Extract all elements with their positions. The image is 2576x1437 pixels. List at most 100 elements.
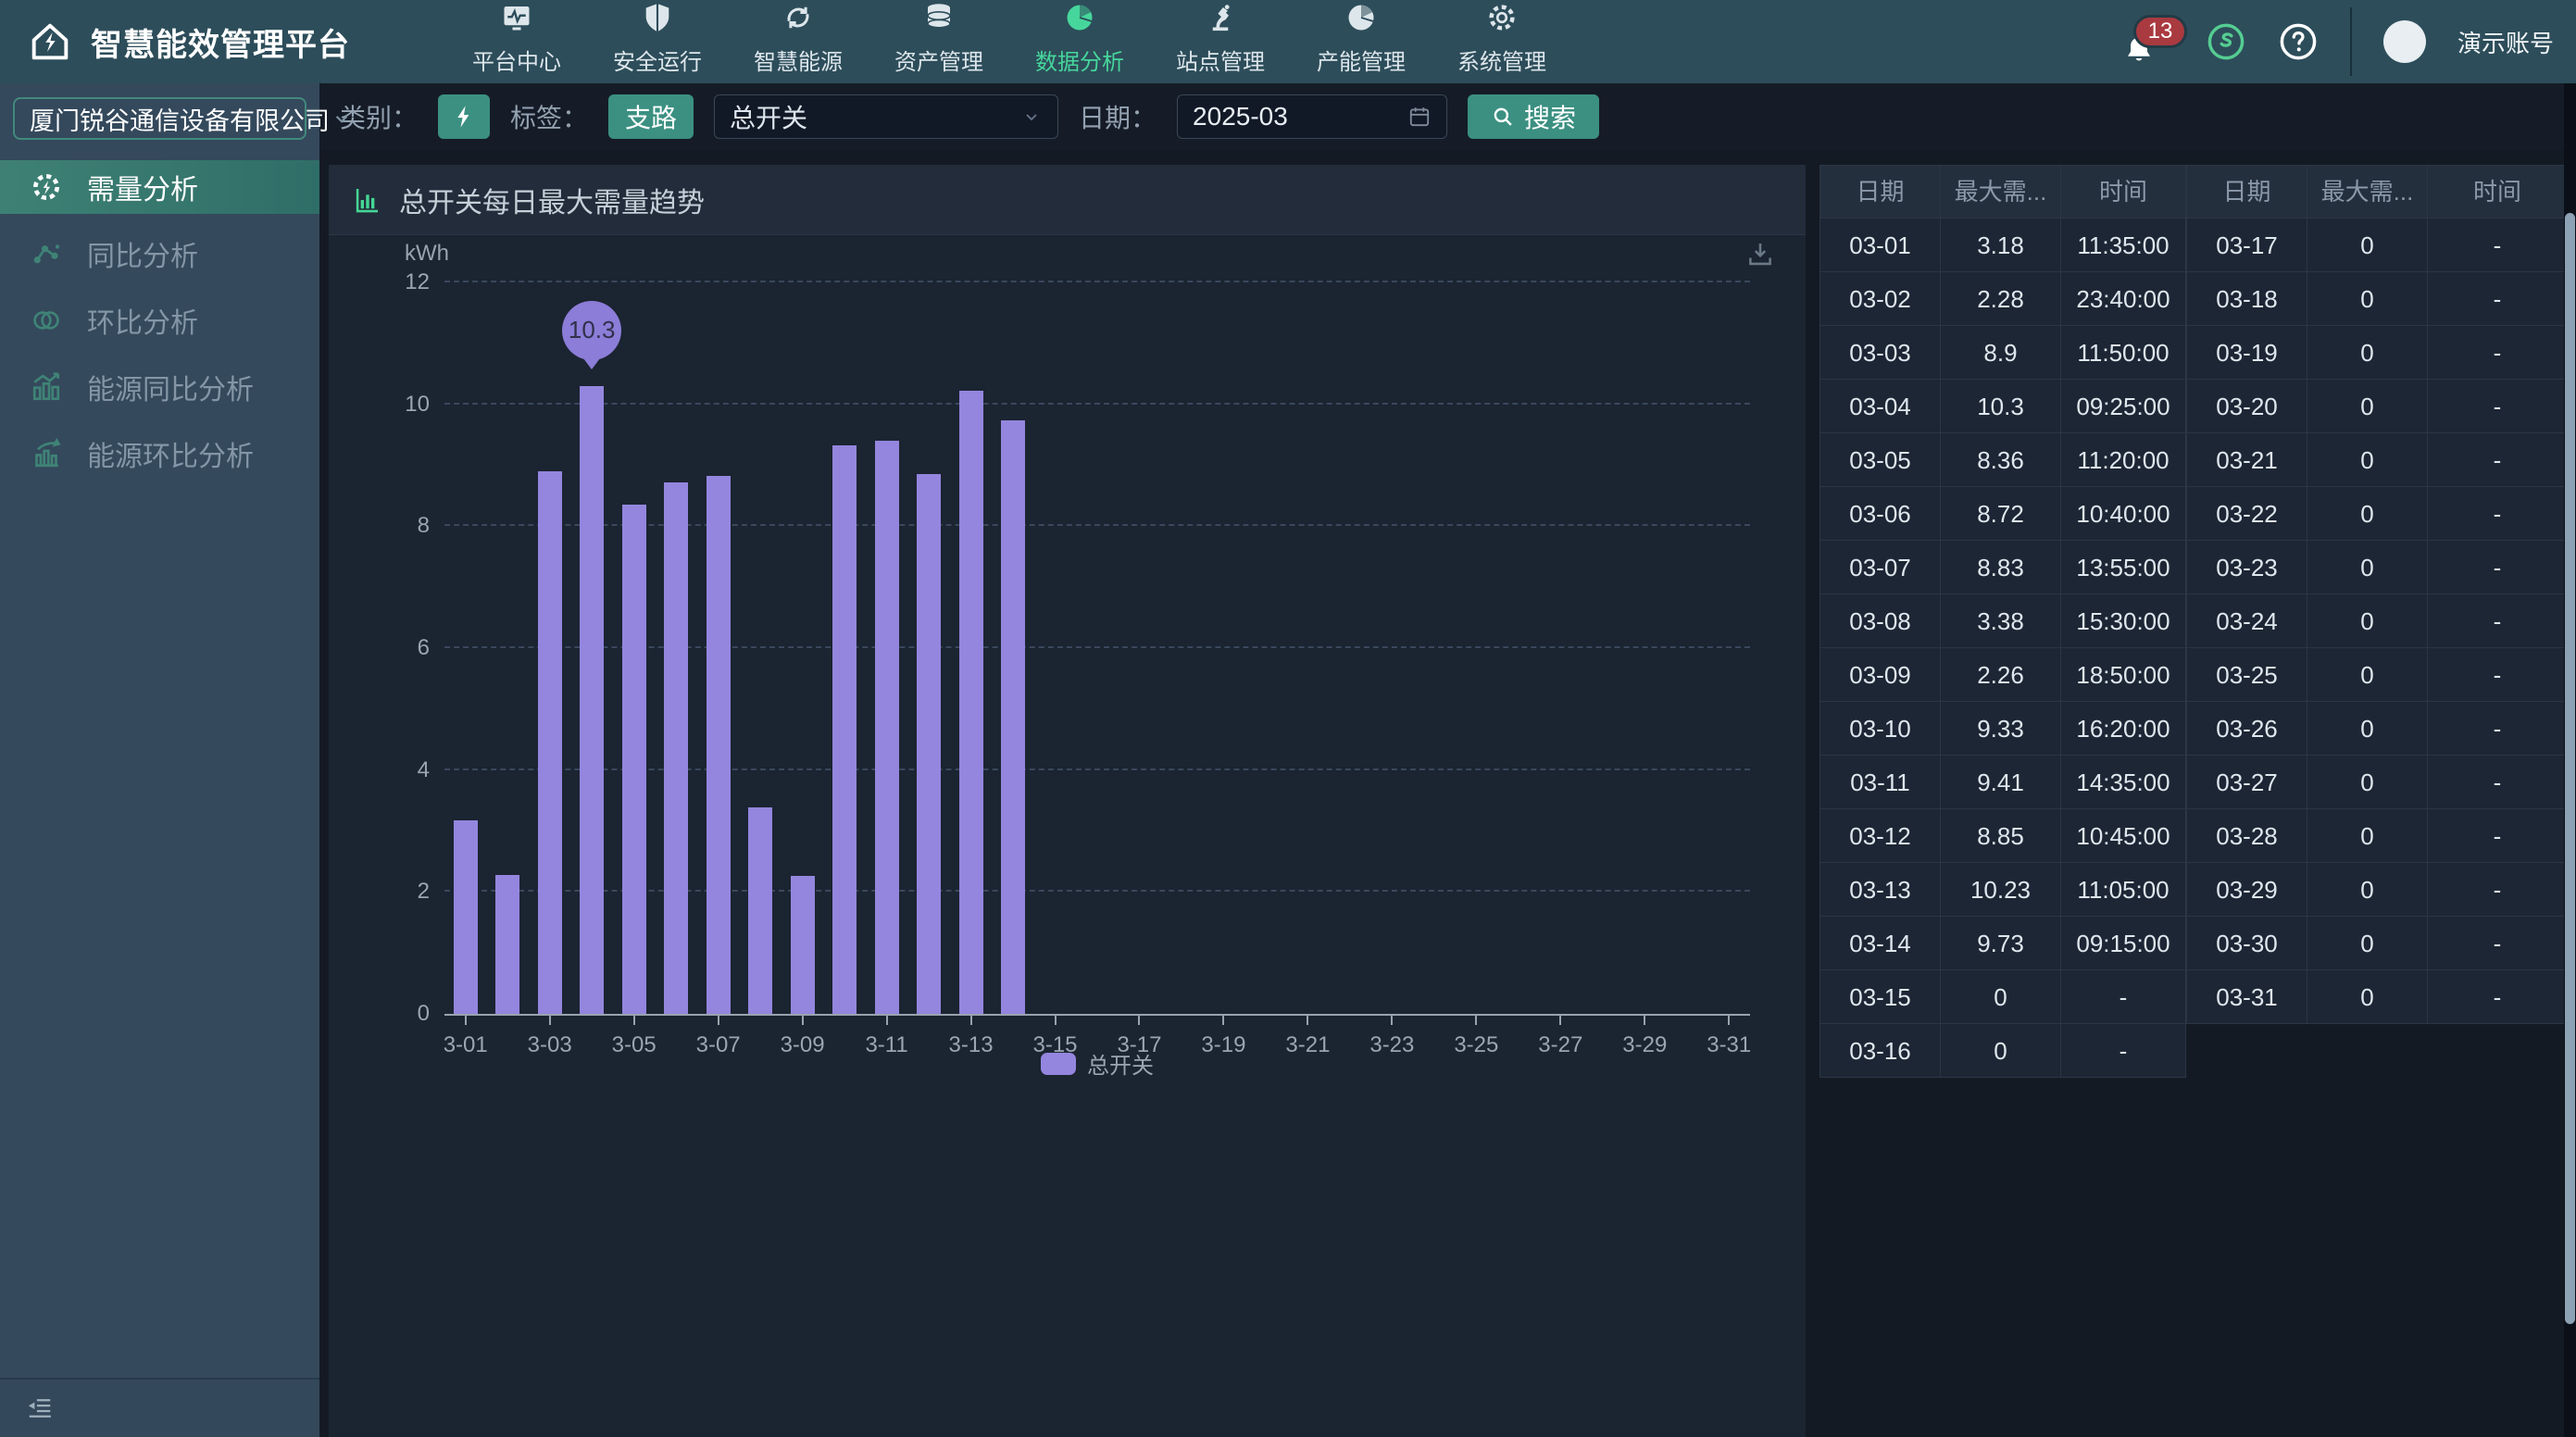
top-nav-item-1[interactable]: 平台中心 xyxy=(472,1,561,76)
filter-bar: 类别： 标签： 支路 总开关 日期： 2025-03 搜索 xyxy=(319,83,2576,150)
top-nav-item-8[interactable]: 系统管理 xyxy=(1457,1,1546,76)
date-cell: 03-19 xyxy=(2187,326,2307,380)
date-cell: 03-09 xyxy=(1820,648,1941,702)
scrollbar-thumb[interactable] xyxy=(2565,213,2575,1324)
download-icon[interactable] xyxy=(1744,239,1776,270)
bar-3-13[interactable] xyxy=(959,391,983,1014)
top-nav-item-2[interactable]: 安全运行 xyxy=(613,1,702,76)
sidebar: 厦门锐谷通信设备有限公司 需量分析同比分析环比分析能源同比分析能源环比分析 xyxy=(0,83,319,1437)
bar-3-10[interactable] xyxy=(832,445,857,1014)
side-menu: 需量分析同比分析环比分析能源同比分析能源环比分析 xyxy=(0,160,319,481)
company-select[interactable]: 厦门锐谷通信设备有限公司 xyxy=(13,97,306,140)
x-axis-tick xyxy=(633,1014,635,1025)
search-button[interactable]: 搜索 xyxy=(1468,94,1599,139)
bar-3-12[interactable] xyxy=(917,474,941,1014)
date-cell: 03-31 xyxy=(2187,970,2307,1024)
bar-3-01[interactable] xyxy=(454,820,478,1014)
bar-3-06[interactable] xyxy=(664,482,688,1014)
top-nav-item-label: 安全运行 xyxy=(613,44,702,76)
search-icon xyxy=(1491,105,1515,129)
help-icon[interactable] xyxy=(2278,21,2319,62)
bar-tooltip-value: 10.3 xyxy=(562,301,621,360)
max-demand-cell: 0 xyxy=(2307,594,2428,648)
api-link-icon[interactable] xyxy=(2206,21,2246,62)
max-demand-cell: 9.33 xyxy=(1941,702,2061,756)
x-axis-tick-label: 3-21 xyxy=(1266,1032,1349,1058)
bar-3-07[interactable] xyxy=(707,476,731,1014)
sidebar-item-1[interactable]: 需量分析 xyxy=(0,160,319,214)
x-axis-tick xyxy=(1307,1014,1308,1025)
navbar-right: 13 演示账号 xyxy=(2122,7,2576,76)
bar-3-03[interactable] xyxy=(538,471,562,1014)
time-cell: - xyxy=(2428,487,2568,541)
time-cell: 23:40:00 xyxy=(2061,272,2186,326)
collapse-sidebar-icon[interactable] xyxy=(26,1394,54,1422)
chart-body: kWh 总开关 0246810123-013-033-053-073-093-1… xyxy=(329,235,1806,1437)
max-demand-cell: 9.73 xyxy=(1941,917,2061,970)
bar-3-04[interactable] xyxy=(580,386,604,1014)
x-axis-tick-label: 3-19 xyxy=(1182,1032,1265,1058)
chevron-down-icon xyxy=(1020,106,1043,128)
top-nav-item-label: 数据分析 xyxy=(1035,44,1124,76)
bar-3-14[interactable] xyxy=(1001,420,1025,1014)
date-input[interactable]: 2025-03 xyxy=(1177,94,1447,139)
sidebar-item-3[interactable]: 环比分析 xyxy=(0,294,319,347)
y-axis-unit: kWh xyxy=(405,241,449,267)
switch-select[interactable]: 总开关 xyxy=(714,94,1058,139)
x-axis-tick xyxy=(802,1014,804,1025)
time-cell: 16:20:00 xyxy=(2061,702,2186,756)
notifications-button[interactable]: 13 xyxy=(2122,9,2174,74)
time-cell: - xyxy=(2428,970,2568,1024)
sidebar-item-4[interactable]: 能源同比分析 xyxy=(0,360,319,414)
bar-3-08[interactable] xyxy=(748,807,772,1014)
x-axis-tick-label: 3-11 xyxy=(845,1032,929,1058)
x-axis-tick-label: 3-27 xyxy=(1519,1032,1602,1058)
date-cell: 03-17 xyxy=(2187,219,2307,272)
venn-circles-icon xyxy=(30,304,63,337)
date-cell: 03-27 xyxy=(2187,756,2307,809)
date-cell: 03-13 xyxy=(1820,863,1941,917)
sidebar-item-label: 能源同比分析 xyxy=(87,367,254,407)
app-logo: 智慧能效管理平台 xyxy=(0,18,435,66)
time-cell: - xyxy=(2061,970,2186,1024)
category-electric-button[interactable] xyxy=(438,94,490,139)
monitor-pulse-icon xyxy=(500,1,533,39)
time-cell: 11:50:00 xyxy=(2061,326,2186,380)
top-nav-item-label: 智慧能源 xyxy=(754,44,843,76)
top-nav-item-4[interactable]: 资产管理 xyxy=(894,1,983,76)
demand-trend-chart-panel: 总开关每日最大需量趋势 kWh 总开关 0246810123-013-033-0… xyxy=(329,165,1806,1437)
bar-3-02[interactable] xyxy=(495,875,519,1014)
max-demand-cell: 8.83 xyxy=(1941,541,2061,594)
max-demand-cell: 3.38 xyxy=(1941,594,2061,648)
max-demand-cell: 0 xyxy=(2307,272,2428,326)
top-nav-item-6[interactable]: 站点管理 xyxy=(1176,1,1265,76)
bar-3-11[interactable] xyxy=(875,441,899,1014)
time-cell: - xyxy=(2428,594,2568,648)
tag-branch-button[interactable]: 支路 xyxy=(608,94,694,139)
bar-3-09[interactable] xyxy=(791,876,815,1014)
database-icon xyxy=(922,1,956,39)
top-nav-item-5[interactable]: 数据分析 xyxy=(1035,1,1124,76)
account-name[interactable]: 演示账号 xyxy=(2457,25,2554,59)
top-nav-item-7[interactable]: 产能管理 xyxy=(1317,1,1406,76)
demand-table-right: 日期最大需...时间03-170-03-180-03-190-03-200-03… xyxy=(2186,165,2568,1024)
shield-icon xyxy=(641,1,674,39)
x-axis-tick xyxy=(1475,1014,1477,1025)
sidebar-item-2[interactable]: 同比分析 xyxy=(0,227,319,281)
max-demand-cell: 9.41 xyxy=(1941,756,2061,809)
max-demand-cell: 0 xyxy=(2307,702,2428,756)
time-cell: - xyxy=(2428,648,2568,702)
bar-3-05[interactable] xyxy=(622,505,646,1014)
sidebar-item-5[interactable]: 能源环比分析 xyxy=(0,427,319,481)
robot-arm-icon xyxy=(1204,1,1237,39)
x-axis-tick-label: 3-09 xyxy=(761,1032,844,1058)
avatar[interactable] xyxy=(2383,20,2426,63)
max-demand-cell: 0 xyxy=(2307,863,2428,917)
x-axis-tick xyxy=(718,1014,719,1025)
bar-tooltip-tail xyxy=(581,355,603,369)
x-axis-tick xyxy=(465,1014,467,1025)
time-cell: 09:25:00 xyxy=(2061,380,2186,433)
time-cell: 15:30:00 xyxy=(2061,594,2186,648)
date-cell: 03-28 xyxy=(2187,809,2307,863)
top-nav-item-3[interactable]: 智慧能源 xyxy=(754,1,843,76)
